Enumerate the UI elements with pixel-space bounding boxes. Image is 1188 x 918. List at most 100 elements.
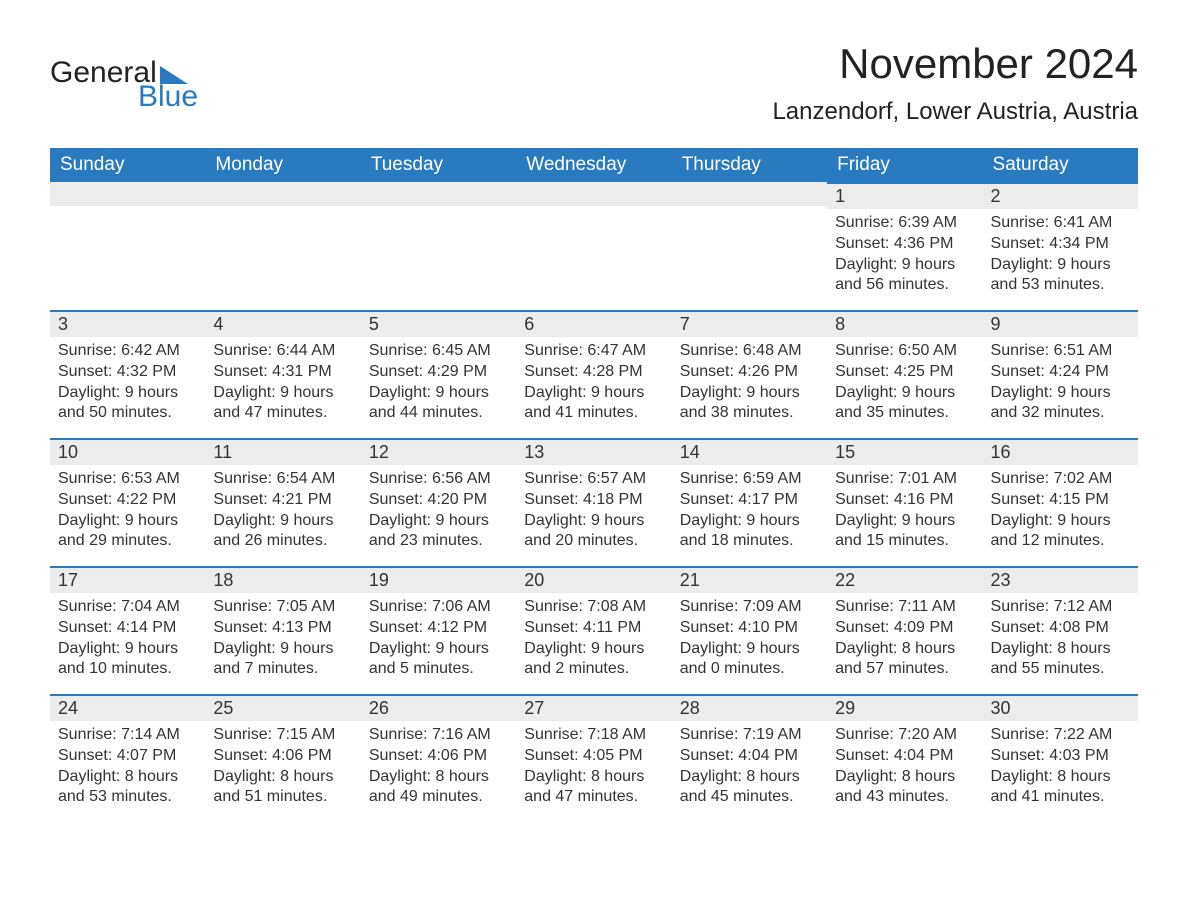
day-number: 8 <box>827 310 982 337</box>
day-number: 29 <box>827 694 982 721</box>
weekday-header: Tuesday <box>361 148 516 182</box>
day-sunset: Sunset: 4:15 PM <box>991 490 1130 511</box>
day-number: 24 <box>50 694 205 721</box>
calendar-cell: 20Sunrise: 7:08 AMSunset: 4:11 PMDayligh… <box>516 566 671 694</box>
day-number: 28 <box>672 694 827 721</box>
day-sunset: Sunset: 4:08 PM <box>991 618 1130 639</box>
day-sunset: Sunset: 4:24 PM <box>991 362 1130 383</box>
empty-day <box>672 182 827 206</box>
day-sunset: Sunset: 4:34 PM <box>991 234 1130 255</box>
logo-text-blue: Blue <box>138 82 198 112</box>
day-daylight1: Daylight: 9 hours <box>835 511 974 532</box>
day-sunset: Sunset: 4:32 PM <box>58 362 197 383</box>
calendar-table: Sunday Monday Tuesday Wednesday Thursday… <box>50 148 1138 822</box>
calendar-cell: 4Sunrise: 6:44 AMSunset: 4:31 PMDaylight… <box>205 310 360 438</box>
location: Lanzendorf, Lower Austria, Austria <box>772 98 1138 126</box>
day-daylight1: Daylight: 8 hours <box>680 767 819 788</box>
day-sunset: Sunset: 4:14 PM <box>58 618 197 639</box>
weekday-header: Monday <box>205 148 360 182</box>
calendar-cell: 27Sunrise: 7:18 AMSunset: 4:05 PMDayligh… <box>516 694 671 822</box>
calendar-cell: 3Sunrise: 6:42 AMSunset: 4:32 PMDaylight… <box>50 310 205 438</box>
day-sunrise: Sunrise: 7:20 AM <box>835 725 974 746</box>
day-daylight2: and 20 minutes. <box>524 531 663 552</box>
day-sunrise: Sunrise: 7:19 AM <box>680 725 819 746</box>
day-number: 15 <box>827 438 982 465</box>
day-daylight2: and 15 minutes. <box>835 531 974 552</box>
weekday-header: Friday <box>827 148 982 182</box>
calendar-week-row: 17Sunrise: 7:04 AMSunset: 4:14 PMDayligh… <box>50 566 1138 694</box>
calendar-cell: 2Sunrise: 6:41 AMSunset: 4:34 PMDaylight… <box>983 182 1138 310</box>
day-details: Sunrise: 6:50 AMSunset: 4:25 PMDaylight:… <box>827 337 982 432</box>
day-number: 6 <box>516 310 671 337</box>
day-number: 3 <box>50 310 205 337</box>
day-daylight2: and 10 minutes. <box>58 659 197 680</box>
day-daylight2: and 47 minutes. <box>524 787 663 808</box>
day-daylight1: Daylight: 8 hours <box>991 639 1130 660</box>
day-daylight1: Daylight: 9 hours <box>213 639 352 660</box>
day-daylight2: and 45 minutes. <box>680 787 819 808</box>
calendar-cell: 14Sunrise: 6:59 AMSunset: 4:17 PMDayligh… <box>672 438 827 566</box>
day-daylight1: Daylight: 9 hours <box>680 639 819 660</box>
day-sunrise: Sunrise: 6:56 AM <box>369 469 508 490</box>
calendar-cell: 22Sunrise: 7:11 AMSunset: 4:09 PMDayligh… <box>827 566 982 694</box>
day-sunrise: Sunrise: 6:44 AM <box>213 341 352 362</box>
calendar-cell: 17Sunrise: 7:04 AMSunset: 4:14 PMDayligh… <box>50 566 205 694</box>
day-number: 25 <box>205 694 360 721</box>
empty-day <box>516 182 671 206</box>
day-number: 20 <box>516 566 671 593</box>
day-number: 7 <box>672 310 827 337</box>
day-sunset: Sunset: 4:21 PM <box>213 490 352 511</box>
day-sunset: Sunset: 4:25 PM <box>835 362 974 383</box>
calendar-cell: 18Sunrise: 7:05 AMSunset: 4:13 PMDayligh… <box>205 566 360 694</box>
empty-day <box>205 182 360 206</box>
weekday-header: Thursday <box>672 148 827 182</box>
day-sunrise: Sunrise: 6:39 AM <box>835 213 974 234</box>
day-daylight2: and 53 minutes. <box>991 275 1130 296</box>
calendar-cell: 19Sunrise: 7:06 AMSunset: 4:12 PMDayligh… <box>361 566 516 694</box>
day-daylight1: Daylight: 9 hours <box>369 511 508 532</box>
day-daylight1: Daylight: 9 hours <box>524 511 663 532</box>
day-number: 18 <box>205 566 360 593</box>
calendar-cell <box>50 182 205 310</box>
day-sunrise: Sunrise: 7:18 AM <box>524 725 663 746</box>
calendar-cell: 21Sunrise: 7:09 AMSunset: 4:10 PMDayligh… <box>672 566 827 694</box>
empty-day <box>361 182 516 206</box>
calendar-week-row: 24Sunrise: 7:14 AMSunset: 4:07 PMDayligh… <box>50 694 1138 822</box>
day-sunset: Sunset: 4:06 PM <box>369 746 508 767</box>
day-sunset: Sunset: 4:04 PM <box>680 746 819 767</box>
day-number: 10 <box>50 438 205 465</box>
day-sunrise: Sunrise: 6:48 AM <box>680 341 819 362</box>
calendar-cell: 16Sunrise: 7:02 AMSunset: 4:15 PMDayligh… <box>983 438 1138 566</box>
day-daylight2: and 18 minutes. <box>680 531 819 552</box>
day-number: 30 <box>983 694 1138 721</box>
day-details: Sunrise: 7:15 AMSunset: 4:06 PMDaylight:… <box>205 721 360 816</box>
day-sunset: Sunset: 4:16 PM <box>835 490 974 511</box>
calendar-week-row: 3Sunrise: 6:42 AMSunset: 4:32 PMDaylight… <box>50 310 1138 438</box>
day-details: Sunrise: 6:48 AMSunset: 4:26 PMDaylight:… <box>672 337 827 432</box>
day-sunrise: Sunrise: 7:05 AM <box>213 597 352 618</box>
day-number: 21 <box>672 566 827 593</box>
calendar-cell: 7Sunrise: 6:48 AMSunset: 4:26 PMDaylight… <box>672 310 827 438</box>
day-daylight2: and 2 minutes. <box>524 659 663 680</box>
day-sunset: Sunset: 4:36 PM <box>835 234 974 255</box>
day-daylight2: and 44 minutes. <box>369 403 508 424</box>
day-sunset: Sunset: 4:12 PM <box>369 618 508 639</box>
day-daylight1: Daylight: 9 hours <box>835 383 974 404</box>
day-details: Sunrise: 7:12 AMSunset: 4:08 PMDaylight:… <box>983 593 1138 688</box>
day-sunrise: Sunrise: 6:54 AM <box>213 469 352 490</box>
day-details: Sunrise: 7:02 AMSunset: 4:15 PMDaylight:… <box>983 465 1138 560</box>
calendar-cell: 6Sunrise: 6:47 AMSunset: 4:28 PMDaylight… <box>516 310 671 438</box>
calendar-cell: 11Sunrise: 6:54 AMSunset: 4:21 PMDayligh… <box>205 438 360 566</box>
day-number: 12 <box>361 438 516 465</box>
weekday-header: Saturday <box>983 148 1138 182</box>
day-sunrise: Sunrise: 7:04 AM <box>58 597 197 618</box>
calendar-cell: 26Sunrise: 7:16 AMSunset: 4:06 PMDayligh… <box>361 694 516 822</box>
calendar-cell <box>672 182 827 310</box>
day-sunset: Sunset: 4:18 PM <box>524 490 663 511</box>
day-number: 5 <box>361 310 516 337</box>
calendar-cell: 10Sunrise: 6:53 AMSunset: 4:22 PMDayligh… <box>50 438 205 566</box>
day-details: Sunrise: 7:01 AMSunset: 4:16 PMDaylight:… <box>827 465 982 560</box>
day-sunrise: Sunrise: 6:47 AM <box>524 341 663 362</box>
weekday-header: Wednesday <box>516 148 671 182</box>
day-details: Sunrise: 7:05 AMSunset: 4:13 PMDaylight:… <box>205 593 360 688</box>
